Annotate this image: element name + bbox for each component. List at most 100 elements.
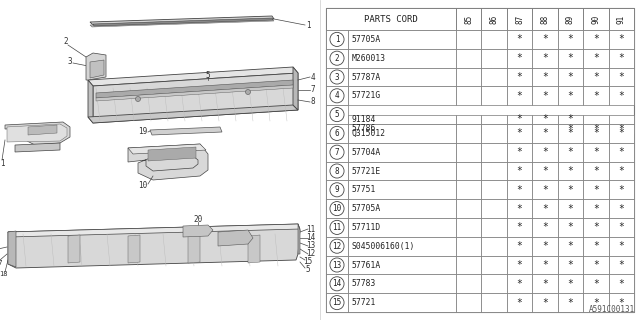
Text: *: * — [618, 298, 624, 308]
Bar — [557, 162, 583, 180]
Text: *: * — [542, 72, 548, 82]
Text: *: * — [542, 53, 548, 63]
Text: *: * — [516, 241, 522, 251]
Text: *: * — [593, 204, 599, 214]
Text: *: * — [618, 53, 624, 63]
Text: *: * — [618, 185, 624, 195]
Bar — [583, 49, 609, 68]
Text: *: * — [542, 35, 548, 44]
Bar — [507, 49, 532, 68]
Bar — [348, 180, 456, 199]
Text: *: * — [516, 185, 522, 195]
Bar — [532, 293, 557, 312]
Text: *: * — [593, 91, 599, 101]
Circle shape — [330, 89, 344, 103]
Bar — [507, 8, 532, 30]
Bar — [557, 30, 583, 49]
Bar — [609, 199, 634, 218]
Text: *: * — [516, 166, 522, 176]
Text: *: * — [542, 185, 548, 195]
Circle shape — [330, 145, 344, 159]
Text: 3: 3 — [68, 58, 72, 67]
Text: 1: 1 — [306, 20, 310, 29]
Bar — [507, 293, 532, 312]
Text: *: * — [568, 114, 573, 124]
Text: 57705A: 57705A — [352, 35, 381, 44]
Text: 57751: 57751 — [352, 185, 376, 194]
Bar — [348, 274, 456, 293]
Text: *: * — [618, 124, 624, 134]
Text: *: * — [542, 166, 548, 176]
Bar — [583, 256, 609, 275]
Bar — [326, 218, 348, 237]
Polygon shape — [90, 19, 274, 27]
Text: *: * — [618, 128, 624, 138]
Bar — [583, 143, 609, 162]
Text: 8: 8 — [310, 98, 316, 107]
Text: Q315012: Q315012 — [352, 129, 386, 138]
Text: 57787A: 57787A — [352, 73, 381, 82]
Bar — [456, 237, 481, 256]
Bar — [326, 30, 348, 49]
Bar — [609, 86, 634, 105]
Polygon shape — [293, 67, 298, 110]
Text: *: * — [568, 35, 573, 44]
Polygon shape — [88, 80, 93, 123]
Bar — [532, 86, 557, 105]
Text: 57704A: 57704A — [352, 148, 381, 157]
Bar — [507, 86, 532, 105]
Text: 13: 13 — [307, 242, 316, 251]
Bar — [583, 68, 609, 86]
Text: 3: 3 — [335, 73, 339, 82]
Text: *: * — [542, 204, 548, 214]
Polygon shape — [93, 73, 298, 123]
Bar — [456, 256, 481, 275]
Bar — [609, 162, 634, 180]
Text: *: * — [618, 222, 624, 232]
Bar — [583, 293, 609, 312]
Text: 20: 20 — [193, 215, 203, 225]
Bar — [532, 68, 557, 86]
Bar — [348, 68, 456, 86]
Text: *: * — [568, 298, 573, 308]
Text: *: * — [542, 260, 548, 270]
Bar — [456, 68, 481, 86]
Polygon shape — [128, 235, 140, 263]
Polygon shape — [90, 16, 274, 25]
Bar — [609, 115, 634, 124]
Bar — [481, 8, 507, 30]
Bar — [326, 8, 456, 30]
Bar — [348, 49, 456, 68]
Text: 91184: 91184 — [352, 115, 376, 124]
Text: S045006160(1): S045006160(1) — [352, 242, 415, 251]
Circle shape — [330, 70, 344, 84]
Bar — [557, 124, 583, 133]
Polygon shape — [8, 224, 300, 237]
Text: *: * — [618, 166, 624, 176]
Text: 1: 1 — [0, 158, 4, 167]
Text: *: * — [593, 128, 599, 138]
Bar — [609, 30, 634, 49]
Bar — [456, 86, 481, 105]
Bar — [348, 115, 456, 124]
Text: *: * — [568, 279, 573, 289]
Text: *: * — [568, 53, 573, 63]
Text: 12: 12 — [307, 250, 316, 259]
Circle shape — [330, 126, 344, 140]
Bar — [456, 274, 481, 293]
Polygon shape — [90, 60, 104, 78]
Text: 10: 10 — [138, 181, 148, 190]
Bar — [583, 237, 609, 256]
Text: *: * — [593, 298, 599, 308]
Bar — [456, 124, 481, 143]
Bar — [481, 143, 507, 162]
Bar — [557, 237, 583, 256]
Bar — [481, 218, 507, 237]
Polygon shape — [8, 224, 300, 268]
Text: *: * — [568, 91, 573, 101]
Circle shape — [330, 183, 344, 197]
Circle shape — [330, 277, 344, 291]
Text: A591C00131: A591C00131 — [589, 305, 635, 314]
Text: 11: 11 — [307, 225, 316, 234]
Polygon shape — [128, 144, 206, 154]
